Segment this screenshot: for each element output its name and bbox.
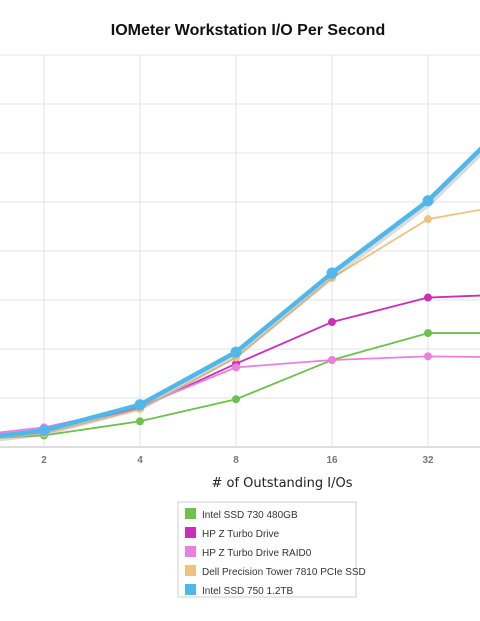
data-point [38,424,50,436]
data-point [328,356,336,365]
data-point [232,363,240,372]
legend-box [177,501,357,598]
x-axis-ticks: 2 4 8 16 32 [41,455,434,466]
data-point [232,395,240,404]
x-tick-label: 8 [233,455,239,466]
legend: Intel SSD 730 480GB HP Z Turbo Drive HP Z … [177,501,366,598]
legend-item-label: HP Z Turbo Drive RAID0 [202,548,312,559]
x-axis-label: # of Outstanding I/Os [211,476,352,491]
legend-item-label: HP Z Turbo Drive [202,529,279,540]
legend-item-label: Dell Precision Tower 7810 PCIe SSD [202,567,366,578]
legend-swatch [185,527,196,538]
legend-item-label: Intel SSD 730 480GB [202,510,298,521]
legend-item-label: Intel SSD 750 1.2TB [202,586,293,597]
x-tick-label: 32 [422,455,434,466]
x-tick-label: 16 [326,455,338,466]
data-point [424,293,432,302]
legend-swatch [185,508,196,519]
data-point [424,352,432,361]
x-tick-label: 4 [137,455,143,466]
legend-swatch [185,565,196,576]
data-point [422,195,434,207]
series-line-shadow [0,147,480,442]
data-point [134,399,146,411]
x-tick-label: 2 [41,455,47,466]
legend-swatch [185,584,196,595]
data-point [424,329,432,338]
chart-title: IOMeter Workstation I/O Per Second [111,22,385,39]
series-line [0,208,480,439]
data-point [230,346,242,358]
data-point [328,318,336,327]
plot-series [0,146,480,442]
data-point [136,417,144,426]
series-line [0,146,480,439]
plot-grid [0,54,480,448]
legend-swatch [185,546,196,557]
data-point [424,215,432,224]
data-point [326,267,338,279]
